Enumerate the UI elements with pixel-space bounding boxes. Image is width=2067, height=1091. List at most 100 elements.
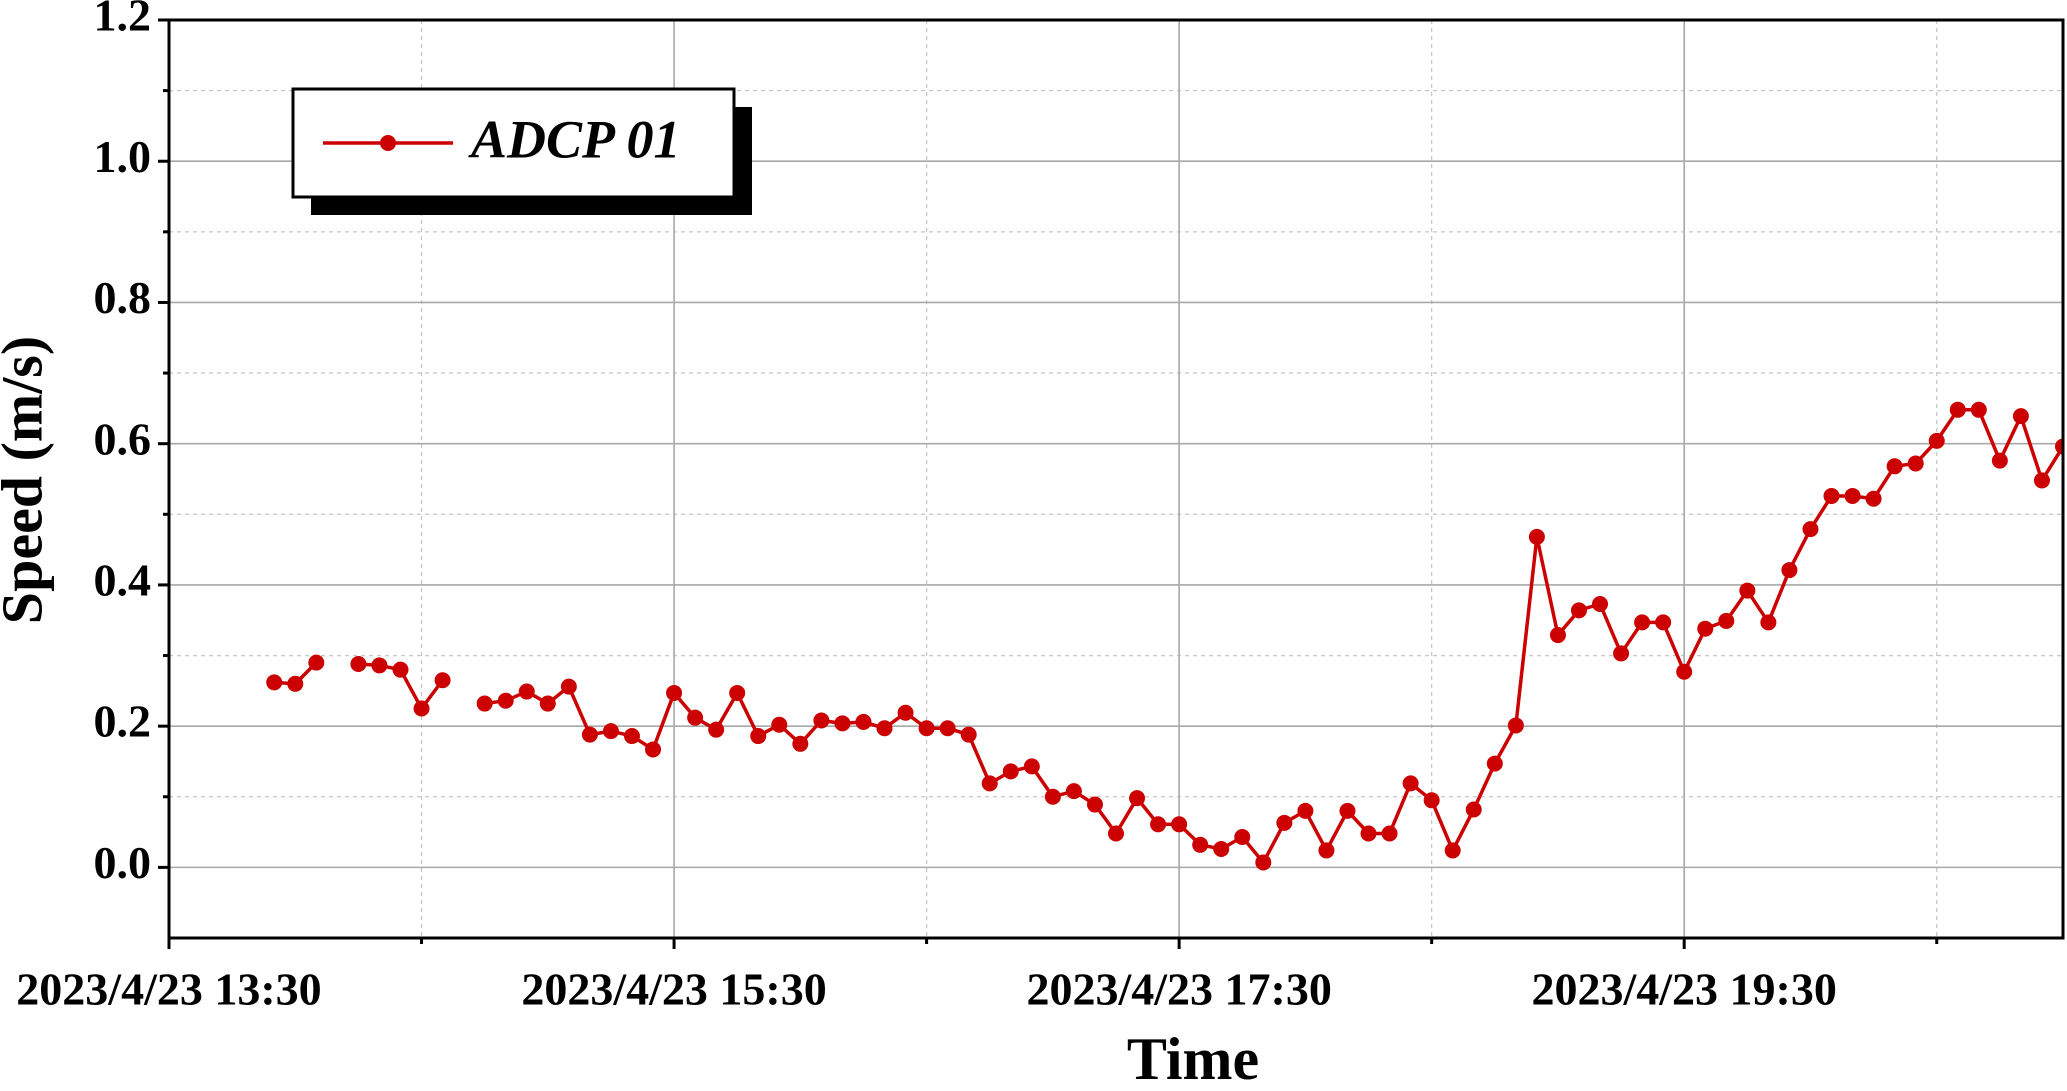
data-point <box>729 684 746 701</box>
data-point <box>1423 792 1440 809</box>
data-point <box>1928 432 1945 449</box>
data-point <box>1129 790 1146 807</box>
data-point <box>1634 614 1651 631</box>
y-axis-title: Speed (m/s) <box>0 336 54 624</box>
data-point <box>897 704 914 721</box>
data-point <box>750 728 767 745</box>
data-point <box>771 716 788 733</box>
data-point <box>371 657 388 674</box>
data-point <box>1002 763 1019 780</box>
x-tick-label: 2023/4/23 17:30 <box>1026 964 1331 1015</box>
data-point <box>1760 614 1777 631</box>
data-point <box>1150 816 1167 833</box>
data-point <box>287 675 304 692</box>
data-point <box>1507 717 1524 734</box>
y-tick-label: 0.8 <box>94 272 152 323</box>
data-point <box>855 713 872 730</box>
data-point <box>645 741 662 758</box>
data-point <box>1886 458 1903 475</box>
data-point <box>1465 801 1482 818</box>
y-tick-label: 1.0 <box>94 131 152 182</box>
data-point <box>981 775 998 792</box>
data-point <box>960 726 977 743</box>
data-point <box>1108 825 1124 842</box>
data-point <box>1297 802 1314 819</box>
y-tick-label: 0.4 <box>94 554 152 605</box>
data-point <box>1044 788 1061 805</box>
data-point <box>1739 582 1756 599</box>
data-point <box>1192 836 1209 853</box>
y-tick-label: 0.0 <box>94 837 152 888</box>
data-point <box>918 720 935 737</box>
data-point <box>1360 825 1377 842</box>
data-point <box>1276 814 1293 831</box>
y-tick-label: 0.6 <box>94 413 152 464</box>
data-point <box>813 712 830 729</box>
data-point <box>1255 854 1272 871</box>
x-axis-title: Time <box>1127 1026 1259 1091</box>
legend-marker <box>380 135 396 151</box>
data-point <box>876 720 893 737</box>
data-point <box>308 654 325 671</box>
data-point <box>1318 842 1335 859</box>
data-point <box>539 695 556 712</box>
data-point <box>392 661 409 678</box>
x-tick-label: 2023/4/23 15:30 <box>521 964 826 1015</box>
data-point <box>939 720 956 737</box>
data-point <box>1865 490 1882 507</box>
x-tick-label: 2023/4/23 13:30 <box>16 964 321 1015</box>
y-tick-label: 0.2 <box>94 696 152 747</box>
data-point <box>560 678 577 695</box>
data-point <box>476 695 493 712</box>
data-point <box>1086 796 1103 813</box>
data-point <box>1718 612 1735 629</box>
data-point <box>1570 602 1587 619</box>
data-point <box>1023 758 1040 775</box>
data-point <box>266 674 283 691</box>
series <box>266 401 2063 871</box>
data-point <box>1802 521 1819 538</box>
data-point <box>1907 455 1924 472</box>
data-point <box>1970 401 1987 418</box>
data-point <box>1781 562 1798 579</box>
data-point <box>1381 825 1398 842</box>
data-point <box>2055 438 2063 455</box>
data-point <box>666 684 683 701</box>
x-tick-label: 2023/4/23 19:30 <box>1532 964 1837 1015</box>
data-point <box>1823 487 1840 504</box>
data-point <box>1549 627 1566 644</box>
data-point <box>834 715 851 732</box>
data-point <box>708 721 725 738</box>
data-point <box>1171 816 1188 833</box>
data-point <box>350 656 367 673</box>
data-point <box>581 726 598 743</box>
legend-label: ADCP 01 <box>468 109 681 169</box>
plot-frame <box>167 18 2065 940</box>
data-point <box>1339 802 1356 819</box>
data-point <box>1949 401 1966 418</box>
data-point <box>1402 775 1419 792</box>
data-point <box>1844 487 1861 504</box>
data-point <box>792 735 809 752</box>
data-point <box>1065 783 1082 800</box>
data-point <box>1444 842 1461 859</box>
data-point <box>2012 408 2029 425</box>
data-point <box>1613 645 1630 662</box>
data-point <box>1528 528 1545 545</box>
series-line <box>274 408 2063 866</box>
data-point <box>602 723 619 740</box>
data-point <box>687 709 704 726</box>
data-point <box>2033 472 2050 489</box>
data-point <box>497 692 514 709</box>
y-tick-label: 1.2 <box>94 0 152 41</box>
data-point <box>1655 614 1672 631</box>
data-point <box>518 683 535 700</box>
data-point <box>1676 663 1693 680</box>
data-point <box>1486 755 1503 772</box>
data-point <box>413 700 430 717</box>
data-point <box>1991 452 2008 469</box>
data-point <box>1697 620 1714 637</box>
data-point <box>1213 841 1230 858</box>
